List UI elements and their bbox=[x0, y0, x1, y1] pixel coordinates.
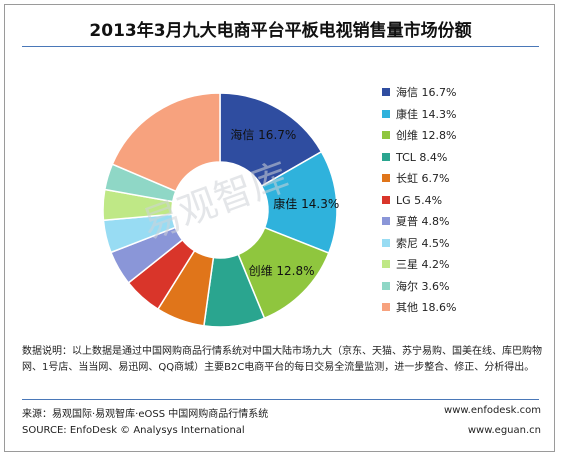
legend-label-1: 康佳 14.3% bbox=[396, 107, 457, 121]
url-eguan: www.eguan.cn bbox=[467, 425, 541, 436]
slice-0 bbox=[219, 92, 323, 188]
source-cn: 来源：易观国际·易观智库·eOSS 中国网购商品行情系统 bbox=[22, 409, 269, 420]
legend-item-5: LG 5.4% bbox=[382, 190, 542, 212]
legend: 海信 16.7% 康佳 14.3% 创维 12.8% TCL 8.4% 长虹 6.7% L… bbox=[382, 82, 542, 319]
legend-label-8: 三星 4.2% bbox=[396, 258, 450, 271]
legend-swatch-8 bbox=[382, 260, 390, 268]
legend-swatch-0 bbox=[382, 88, 390, 96]
legend-item-7: 索尼 4.5% bbox=[382, 233, 542, 255]
legend-swatch-1 bbox=[382, 109, 390, 118]
legend-item-9: 海尔 3.6% bbox=[382, 276, 542, 298]
legend-item-1: 康佳 14.3% bbox=[382, 104, 542, 126]
legend-label-6: 夏普 4.8% bbox=[396, 215, 450, 228]
footer-divider bbox=[22, 399, 539, 400]
legend-swatch-3 bbox=[382, 152, 390, 161]
legend-item-4: 长虹 6.7% bbox=[382, 168, 542, 190]
slice-label-0: 海信 16.7% bbox=[230, 127, 296, 142]
legend-label-10: 其他 18.6% bbox=[396, 301, 457, 314]
legend-item-0: 海信 16.7% bbox=[382, 82, 542, 104]
source-en: SOURCE: EnfoDesk © Analysys Internationa… bbox=[22, 425, 245, 436]
legend-swatch-10 bbox=[382, 303, 390, 311]
legend-item-10: 其他 18.6% bbox=[382, 297, 542, 319]
slice-label-2: 创维 12.8% bbox=[249, 264, 315, 278]
url-enfodesk: www.enfodesk.com bbox=[444, 405, 541, 416]
title-divider bbox=[22, 46, 539, 47]
chart-title: 2013年3月九大电商平台平板电视销售量市场份额 bbox=[89, 21, 472, 41]
legend-swatch-4 bbox=[382, 174, 390, 182]
donut-chart: 海信 16.7%康佳 14.3%创维 12.8% 易观智库 bbox=[102, 92, 339, 328]
legend-item-8: 三星 4.2% bbox=[382, 254, 542, 276]
legend-swatch-5 bbox=[382, 195, 390, 204]
legend-label-0: 海信 16.7% bbox=[396, 86, 457, 99]
legend-swatch-2 bbox=[382, 131, 390, 139]
legend-swatch-9 bbox=[382, 281, 390, 290]
legend-label-5: LG 5.4% bbox=[396, 193, 443, 207]
slice-label-1: 康佳 14.3% bbox=[273, 196, 339, 211]
legend-label-3: TCL 8.4% bbox=[396, 150, 448, 164]
legend-label-7: 索尼 4.5% bbox=[396, 236, 450, 250]
legend-item-2: 创维 12.8% bbox=[382, 125, 542, 147]
legend-label-4: 长虹 6.7% bbox=[396, 172, 450, 185]
legend-label-2: 创维 12.8% bbox=[396, 129, 457, 142]
slice-10 bbox=[111, 92, 221, 193]
legend-item-3: TCL 8.4% bbox=[382, 147, 542, 169]
data-note: 数据说明：以上数据是通过中国网购商品行情系统对中国大陆市场九大（京东、天猫、苏宁… bbox=[22, 346, 542, 373]
legend-label-9: 海尔 3.6% bbox=[396, 279, 450, 293]
legend-swatch-6 bbox=[382, 217, 390, 225]
legend-swatch-7 bbox=[382, 238, 390, 247]
legend-item-6: 夏普 4.8% bbox=[382, 211, 542, 233]
